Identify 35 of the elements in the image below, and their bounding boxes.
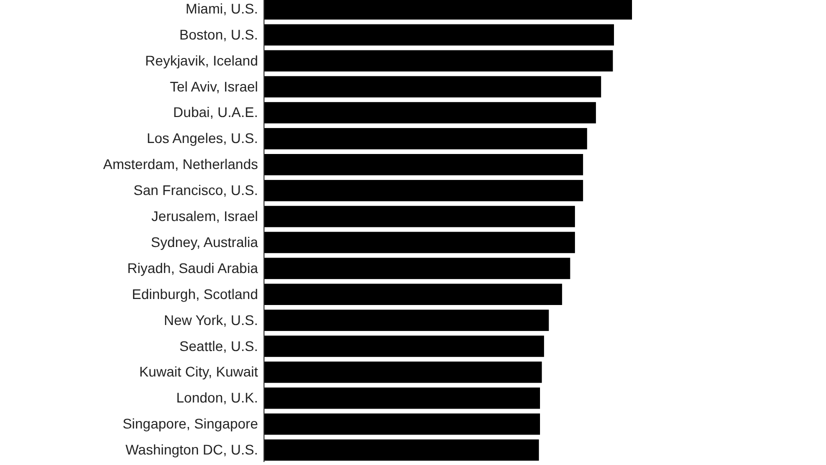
y-tick-label: Reykjavik, Iceland xyxy=(145,52,258,68)
bar xyxy=(264,232,575,254)
y-tick-label: Boston, U.S. xyxy=(179,26,258,42)
bar xyxy=(264,336,544,357)
y-tick-label: Singapore, Singapore xyxy=(122,416,258,432)
y-tick-label: London, U.K. xyxy=(176,390,258,406)
bar xyxy=(264,284,562,306)
bar xyxy=(264,128,588,150)
bar xyxy=(264,388,540,409)
bar xyxy=(264,50,613,72)
y-tick-label: Sydney, Australia xyxy=(150,234,258,250)
bar xyxy=(264,24,614,46)
bar xyxy=(264,102,596,124)
bar xyxy=(264,310,549,331)
y-tick-label: Kuwait City, Kuwait xyxy=(139,364,258,380)
bar xyxy=(264,258,570,280)
bar xyxy=(264,206,575,228)
y-tick-label: Riyadh, Saudi Arabia xyxy=(127,260,258,276)
y-tick-label: San Francisco, U.S. xyxy=(134,182,258,198)
y-tick-label: Seattle, U.S. xyxy=(179,338,258,354)
bar xyxy=(264,76,602,98)
y-tick-label: Washington DC, U.S. xyxy=(125,442,258,458)
bar xyxy=(264,154,584,176)
y-tick-label: Edinburgh, Scotland xyxy=(132,286,258,302)
y-tick-label: New York, U.S. xyxy=(164,312,258,328)
bar xyxy=(264,180,584,202)
bar xyxy=(264,413,540,435)
bar xyxy=(264,439,539,461)
y-tick-label: Tel Aviv, Israel xyxy=(170,78,258,94)
bar xyxy=(264,362,542,383)
y-tick-label: Jerusalem, Israel xyxy=(151,208,258,224)
y-tick-label: Miami, U.S. xyxy=(186,0,258,16)
y-tick-label: Dubai, U.A.E. xyxy=(173,104,258,120)
y-tick-label: Los Angeles, U.S. xyxy=(146,130,258,146)
y-tick-label: Amsterdam, Netherlands xyxy=(103,156,258,172)
